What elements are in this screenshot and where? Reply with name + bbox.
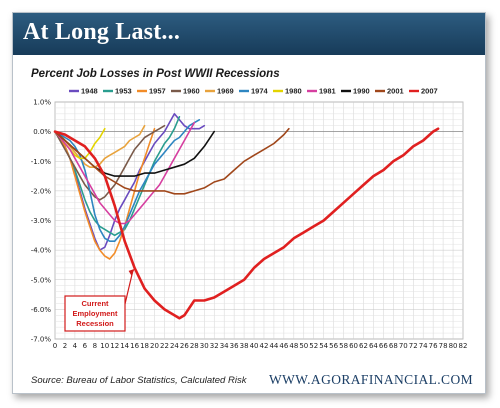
annotation-text: Employment (72, 309, 118, 318)
legend: 1948 1953 1957 1960 1969 1974 1980 1981 1990 2001… (69, 87, 438, 96)
x-tick-label: 38 (240, 342, 249, 350)
x-tick-label: 74 (419, 342, 428, 350)
legend-label-1969: 1969 (217, 87, 234, 96)
x-tick-label: 68 (389, 342, 398, 350)
legend-label-2007: 2007 (421, 87, 438, 96)
x-tick-label: 24 (170, 342, 179, 350)
x-tick-label: 60 (349, 342, 358, 350)
y-tick-label: -3.0% (31, 217, 52, 225)
series-line-2007 (53, 127, 440, 320)
legend-label-1948: 1948 (81, 87, 98, 96)
banner-title: At Long Last... (23, 19, 181, 45)
y-tick-label: -2.0% (31, 187, 52, 195)
x-tick-label: 18 (140, 342, 149, 350)
x-tick-label: 20 (150, 342, 159, 350)
x-tick-label: 70 (399, 342, 408, 350)
y-tick-label: 0.0% (33, 128, 51, 136)
x-tick-label: 54 (319, 342, 328, 350)
annotation-text: Current (81, 299, 109, 308)
series-line-1953 (54, 116, 181, 237)
annotation-arrowhead (128, 268, 135, 276)
x-tick-label: 44 (269, 342, 278, 350)
chart-title: Percent Job Losses in Post WWII Recessio… (31, 68, 280, 80)
annotation-pointer (124, 271, 134, 305)
x-tick-label: 42 (260, 342, 269, 350)
x-tick-label: 6 (83, 342, 88, 350)
y-tick-label: -6.0% (31, 306, 52, 314)
x-tick-label: 64 (369, 342, 378, 350)
legend-label-2001: 2001 (387, 87, 404, 96)
x-tick-label: 52 (309, 342, 318, 350)
x-tick-label: 0 (53, 342, 57, 350)
x-tick-label: 80 (449, 342, 458, 350)
x-tick-label: 82 (459, 342, 468, 350)
legend-label-1990: 1990 (353, 87, 370, 96)
series-line-1957 (54, 127, 156, 260)
y-tick-label: 1.0% (33, 99, 51, 107)
legend-label-1974: 1974 (251, 87, 269, 96)
legend-label-1957: 1957 (149, 87, 166, 96)
x-tick-label: 62 (359, 342, 368, 350)
x-tick-label: 4 (73, 342, 78, 350)
x-tick-label: 78 (439, 342, 448, 350)
series-lines (53, 113, 440, 320)
y-axis-ticks: 1.0% 0.0% -1.0% -2.0% -3.0% -4.0% -5.0% -6.0% -7… (31, 99, 52, 344)
legend-label-1981: 1981 (319, 87, 336, 96)
website-label: WWW.AGORAFINANCIAL.COM (268, 372, 473, 387)
x-tick-label: 8 (93, 342, 97, 350)
x-tick-label: 28 (190, 342, 199, 350)
series-line-1969 (54, 124, 146, 168)
legend-label-1960: 1960 (183, 87, 200, 96)
x-tick-label: 50 (299, 342, 308, 350)
y-tick-label: -5.0% (31, 276, 52, 284)
x-tick-label: 16 (130, 342, 139, 350)
x-tick-label: 12 (110, 342, 119, 350)
x-tick-label: 36 (230, 342, 239, 350)
x-tick-label: 22 (160, 342, 169, 350)
x-axis-ticks: 0 2 4 6 8 10 12 14 16 18 20 22 24 26 28 30 32 34 36 38 40 42 4… (53, 342, 468, 350)
x-tick-label: 66 (379, 342, 388, 350)
x-tick-label: 10 (100, 342, 109, 350)
line-chart: 1.0% 0.0% -1.0% -2.0% -3.0% -4.0% -5.0% -6.0% -7… (31, 87, 468, 350)
x-tick-label: 46 (279, 342, 288, 350)
x-tick-label: 56 (329, 342, 338, 350)
x-tick-label: 58 (339, 342, 348, 350)
series-line-1981 (54, 121, 196, 225)
source-note: Source: Bureau of Labor Statistics, Calc… (31, 375, 247, 386)
x-tick-label: 72 (409, 342, 418, 350)
x-tick-label: 26 (180, 342, 189, 350)
x-tick-label: 32 (210, 342, 219, 350)
y-tick-label: -1.0% (31, 158, 52, 166)
chart-card: At Long Last... Percent Job Losses in Po… (12, 12, 486, 394)
x-tick-label: 48 (289, 342, 298, 350)
legend-label-1980: 1980 (285, 87, 302, 96)
y-tick-label: -4.0% (31, 247, 52, 255)
y-tick-label: -7.0% (31, 336, 52, 344)
x-tick-label: 34 (220, 342, 229, 350)
x-tick-label: 14 (120, 342, 129, 350)
x-tick-label: 2 (63, 342, 67, 350)
series-line-2001 (54, 127, 290, 195)
legend-label-1953: 1953 (115, 87, 132, 96)
annotation-box (64, 295, 126, 332)
annotation-text: Recession (76, 319, 114, 328)
x-tick-label: 40 (250, 342, 259, 350)
x-tick-label: 30 (200, 342, 209, 350)
x-tick-label: 76 (429, 342, 438, 350)
banner: At Long Last... (13, 13, 485, 55)
